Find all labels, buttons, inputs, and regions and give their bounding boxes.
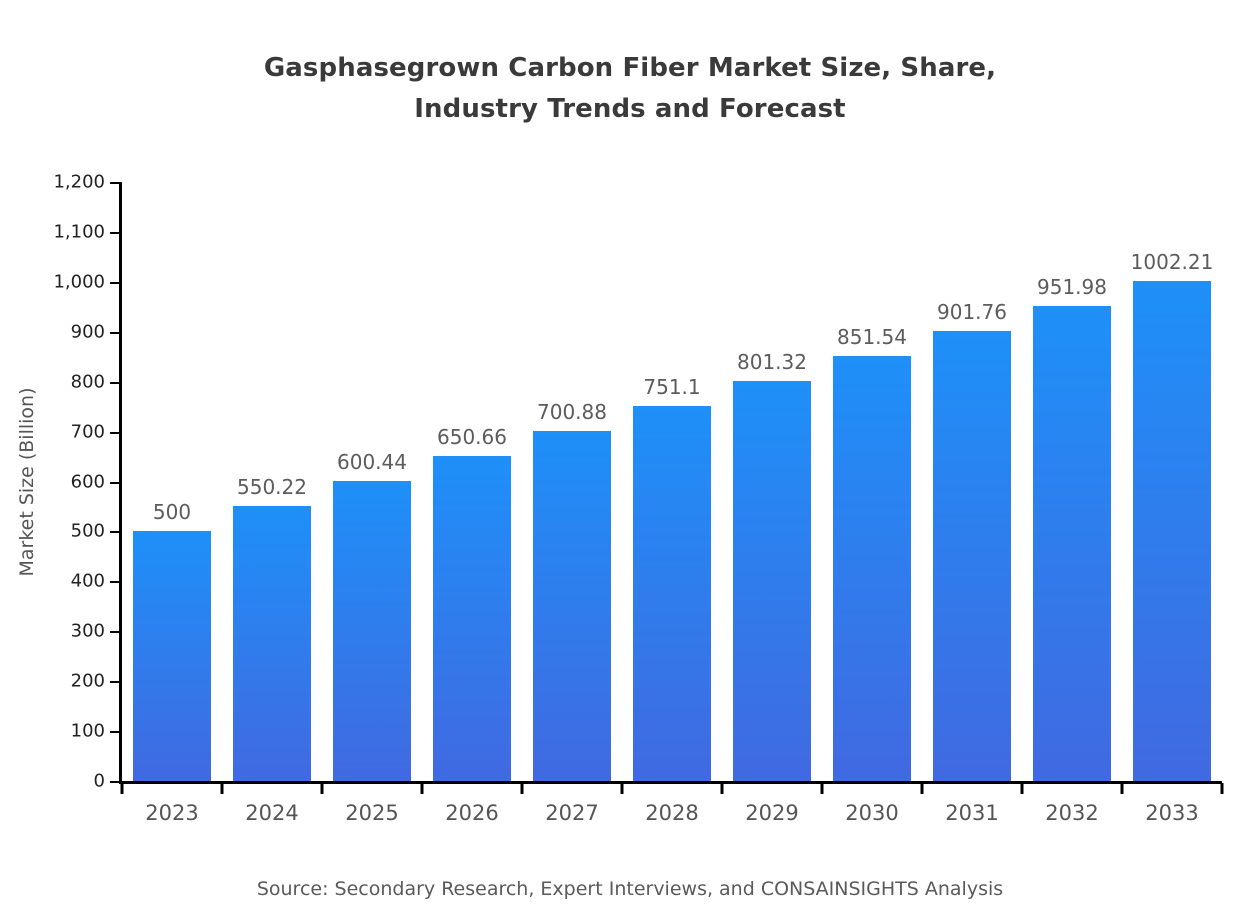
y-axis-tick-mark [110,182,119,184]
y-axis-title: Market Size (Billion) [16,387,38,577]
x-axis-tick-label: 2024 [245,801,299,825]
bar-value-label-2031: 901.76 [937,299,1007,324]
bar-2025[interactable] [333,481,411,781]
y-axis-tick-label: 200 [70,670,105,692]
bar-value-label-2023: 500 [152,500,192,525]
x-axis-tick-label: 2032 [1045,801,1099,825]
x-axis-tick-label: 2031 [945,801,999,825]
bar-value-label-2029: 801.32 [737,350,807,374]
bar-2033[interactable] [1133,280,1211,781]
x-axis-tick-mark [920,783,924,794]
x-axis-tick-mark [620,783,624,794]
y-axis-tick-label: 400 [70,570,105,592]
y-axis-tick-mark [110,231,119,234]
x-axis-tick-mark [320,783,324,794]
x-axis-tick-mark [520,783,524,794]
x-axis-tick-label: 2030 [845,801,899,825]
y-axis-tick-mark [110,731,119,734]
y-axis-tick-label: 100 [70,720,105,742]
y-axis-tick-mark [110,381,119,384]
bar-2024[interactable] [233,506,311,781]
bar-value-label-2028: 751.1 [643,375,701,400]
bar-2031[interactable] [933,330,1011,781]
bar-value-label-2032: 951.98 [1037,274,1107,299]
y-axis-tick-mark [110,531,119,534]
bar-2026[interactable] [433,456,511,781]
y-axis-tick-label: 0 [93,770,105,792]
x-axis-tick-label: 2026 [445,801,499,825]
page-title-line-1: Gasphasegrown Carbon Fiber Market Size, … [263,53,997,83]
y-axis-tick-label: 800 [70,371,105,393]
bar-value-label-2024: 550.22 [237,475,307,500]
y-axis-tick-mark [110,781,119,783]
bar-2029[interactable] [733,381,811,781]
bar-2023[interactable] [133,531,211,781]
y-axis-tick-mark [110,681,119,684]
y-axis-tick-label: 600 [70,471,105,492]
y-axis-tick-label: 300 [70,620,105,642]
x-axis-tick-label: 2028 [645,801,699,825]
bar-value-label-2030: 851.54 [837,324,907,349]
y-axis-tick-label: 500 [70,520,105,542]
x-axis-tick-mark [1120,783,1124,794]
y-axis-tick-mark [110,331,119,334]
source-note: Source: Secondary Research, Expert Inter… [256,878,1004,900]
x-axis-tick-label: 2033 [1145,801,1199,825]
x-axis-tick-mark [420,783,424,794]
x-axis-line [119,781,1222,784]
y-axis-tick-mark [110,631,119,634]
page-title-line-2: Industry Trends and Forecast [414,94,846,124]
x-axis-tick-mark [1220,783,1224,794]
y-axis-tick-label: 700 [70,421,105,443]
plot-area: 0 100 200 300 400 500 600 700 800 900 1,000 1,100 1,… [53,172,1224,825]
y-axis-tick-mark [110,481,119,484]
y-axis-tick-label: 1,100 [53,221,105,243]
page-title: Gasphasegrown Carbon Fiber Market Size, … [0,48,1260,130]
y-axis-tick-mark [110,431,119,434]
y-axis-tick-mark [110,581,119,584]
bar-value-label-2025: 600.44 [337,450,407,475]
bar-value-label-2033: 1002.21 [1130,249,1214,274]
bar-value-label-2027: 700.88 [537,400,607,425]
y-axis-tick-mark [110,281,119,284]
bar-2027[interactable] [533,431,611,781]
bar-2030[interactable] [833,355,911,781]
y-axis-tick-label: 1,000 [53,271,105,293]
x-axis-tick-label: 2027 [545,801,599,825]
y-axis-line [119,182,122,783]
x-axis-tick-mark [1020,783,1024,794]
x-axis-tick-mark [820,783,824,794]
bar-2028[interactable] [633,406,711,781]
x-axis-tick-mark [720,783,724,794]
y-axis-tick-label: 1,200 [53,171,105,193]
x-axis-tick-label: 2029 [745,801,799,825]
bar-value-label-2026: 650.66 [437,425,507,450]
x-axis-tick-label: 2025 [345,801,399,825]
x-axis-tick-label: 2023 [145,801,199,825]
x-axis-tick-mark [220,783,224,794]
bar-2032[interactable] [1033,305,1111,781]
y-axis-tick-label: 900 [70,321,105,343]
x-axis-tick-mark [120,783,124,794]
